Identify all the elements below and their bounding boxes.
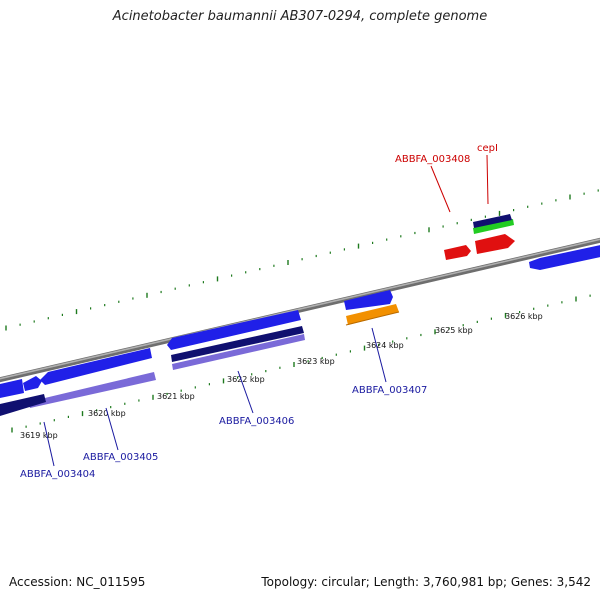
gene-arrow <box>171 326 304 362</box>
leader-line-3408 <box>430 165 451 213</box>
kbp-label-3623: 3623 kbp <box>297 357 335 366</box>
gene-arrow <box>529 245 600 270</box>
gene-arrow <box>473 214 512 228</box>
leader-line-3407 <box>371 327 387 383</box>
kbp-label-3620: 3620 kbp <box>88 409 126 418</box>
leader-line-cepI <box>486 154 489 205</box>
gene-arrow <box>40 348 152 385</box>
genome-backbone-highlight <box>0 238 600 380</box>
topology-info: Topology: circular; Length: 3,760,981 bp… <box>261 575 591 589</box>
gene-arrow <box>0 394 46 416</box>
leader-line-3406 <box>237 370 254 414</box>
gene-label-3404[interactable]: ABBFA_003404 <box>20 469 95 480</box>
leader-line-3405 <box>105 407 119 451</box>
lower-tick-track <box>11 294 591 433</box>
gene-arrow <box>346 304 399 325</box>
gene-label-cepI[interactable]: cepI <box>477 143 498 154</box>
gene-3407-upper[interactable] <box>344 290 393 310</box>
gene-arrow <box>28 372 156 408</box>
map-title: Acinetobacter baumannii AB307-0294, comp… <box>112 9 488 24</box>
gene-3408[interactable] <box>444 245 471 260</box>
gene-cepI[interactable] <box>473 214 515 254</box>
gene-arrow <box>23 376 42 391</box>
leader-line-3404 <box>43 421 55 467</box>
gene-label-3405[interactable]: ABBFA_003405 <box>83 452 158 463</box>
gene-arrow <box>475 234 515 254</box>
kbp-label-3624: 3624 kbp <box>366 341 404 350</box>
kbp-label-3626: 3626 kbp <box>505 312 543 321</box>
kbp-label-3622: 3622 kbp <box>227 375 265 384</box>
kbp-label-3621: 3621 kbp <box>157 392 195 401</box>
kbp-label-3625: 3625 kbp <box>435 326 473 335</box>
gene-outline <box>345 311 400 326</box>
gene-arrow <box>344 290 393 310</box>
gene-arrow <box>0 379 24 398</box>
genome-backbone <box>0 237 600 383</box>
gene-arrow <box>172 334 305 370</box>
gene-3405[interactable] <box>28 348 156 408</box>
gene-upper-right[interactable] <box>529 244 600 270</box>
gene-3406[interactable] <box>167 310 305 370</box>
gene-arrow <box>444 245 471 260</box>
gene-label-3408[interactable]: ABBFA_003408 <box>395 154 470 165</box>
gene-3404[interactable] <box>0 376 46 416</box>
upper-tick-track <box>5 189 599 331</box>
gene-arrow <box>473 219 514 234</box>
gene-3407-lower[interactable] <box>345 304 400 326</box>
gene-label-3407[interactable]: ABBFA_003407 <box>352 385 427 396</box>
gene-label-3406[interactable]: ABBFA_003406 <box>219 416 294 427</box>
gene-arrow <box>167 310 301 350</box>
accession-info: Accession: NC_011595 <box>9 575 146 589</box>
kbp-label-3619: 3619 kbp <box>20 431 58 440</box>
